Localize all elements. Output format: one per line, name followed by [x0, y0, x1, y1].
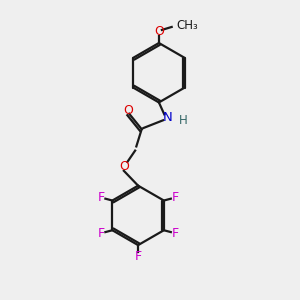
Text: H: H: [179, 114, 188, 127]
Text: CH₃: CH₃: [177, 19, 199, 32]
Text: O: O: [123, 104, 133, 117]
Text: F: F: [172, 191, 179, 204]
Text: F: F: [98, 191, 105, 204]
Text: O: O: [154, 25, 164, 38]
Text: F: F: [98, 227, 105, 240]
Text: F: F: [134, 250, 142, 263]
Text: O: O: [119, 160, 129, 172]
Text: F: F: [172, 227, 179, 240]
Text: N: N: [163, 111, 173, 124]
